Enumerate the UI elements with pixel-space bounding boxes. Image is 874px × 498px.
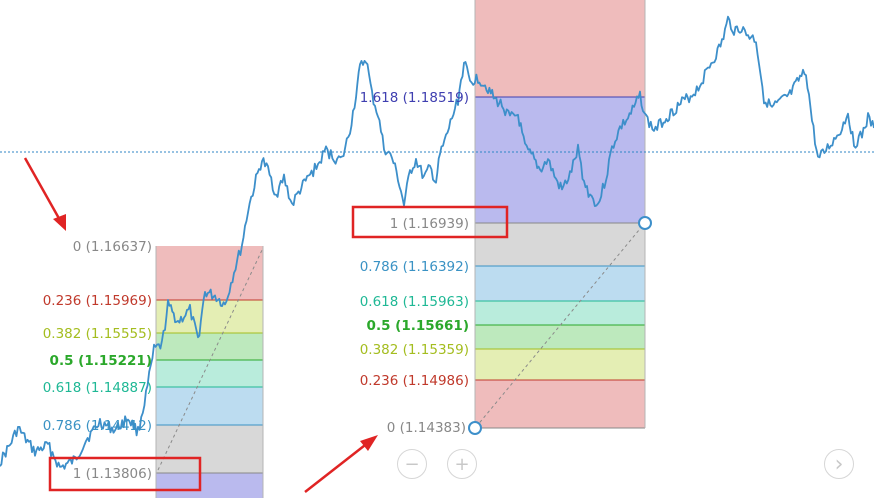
fib-right-level-05: 0.5 (1.15661) xyxy=(367,318,469,334)
fib-left-level-0786: 0.786 (1.14412) xyxy=(43,418,152,434)
highlight-box-right xyxy=(351,205,509,239)
fib-right-labels: 1.618 (1.18519) 1 (1.16939) 0.786 (1.163… xyxy=(360,90,469,436)
zoom-in-button[interactable]: + xyxy=(447,449,477,479)
fib-right-level-0786: 0.786 (1.16392) xyxy=(360,259,469,275)
fib-right-level-0618: 0.618 (1.15963) xyxy=(360,294,469,310)
fib-right-level-0382: 0.382 (1.15359) xyxy=(360,342,469,358)
plus-icon: + xyxy=(454,453,470,475)
annotation-arrow-bottom xyxy=(304,435,378,493)
chevron-right-icon: › xyxy=(834,451,844,477)
price-line xyxy=(0,15,874,470)
fib-left-level-0: 0 (1.16637) xyxy=(73,239,152,255)
fib-right-level-0236: 0.236 (1.14986) xyxy=(360,373,469,389)
annotation-arrow-top-left xyxy=(23,157,66,231)
fib-anchor-top-handle[interactable] xyxy=(638,216,652,230)
fib-right-level-1618: 1.618 (1.18519) xyxy=(360,90,469,106)
fib-left-level-0236: 0.236 (1.15969) xyxy=(43,293,152,309)
fib-right-bands xyxy=(474,0,646,429)
fib-right-level-0: 0 (1.14383) xyxy=(387,420,466,436)
next-button[interactable]: › xyxy=(824,449,854,479)
minus-icon: − xyxy=(404,453,420,475)
fib-left-bands xyxy=(155,246,264,498)
fib-right-level-1: 1 (1.16939) xyxy=(390,216,469,232)
fib-left-level-0382: 0.382 (1.15555) xyxy=(43,326,152,342)
fib-left-level-0618: 0.618 (1.14887) xyxy=(43,380,152,396)
fib-left-labels: 0 (1.16637) 0.236 (1.15969) 0.382 (1.155… xyxy=(43,239,152,482)
fib-anchor-bottom-handle[interactable] xyxy=(468,421,482,435)
zoom-out-button[interactable]: − xyxy=(397,449,427,479)
highlight-box-left xyxy=(48,456,202,492)
fib-left-level-1: 1 (1.13806) xyxy=(73,466,152,482)
fib-left-level-05: 0.5 (1.15221) xyxy=(50,353,152,369)
